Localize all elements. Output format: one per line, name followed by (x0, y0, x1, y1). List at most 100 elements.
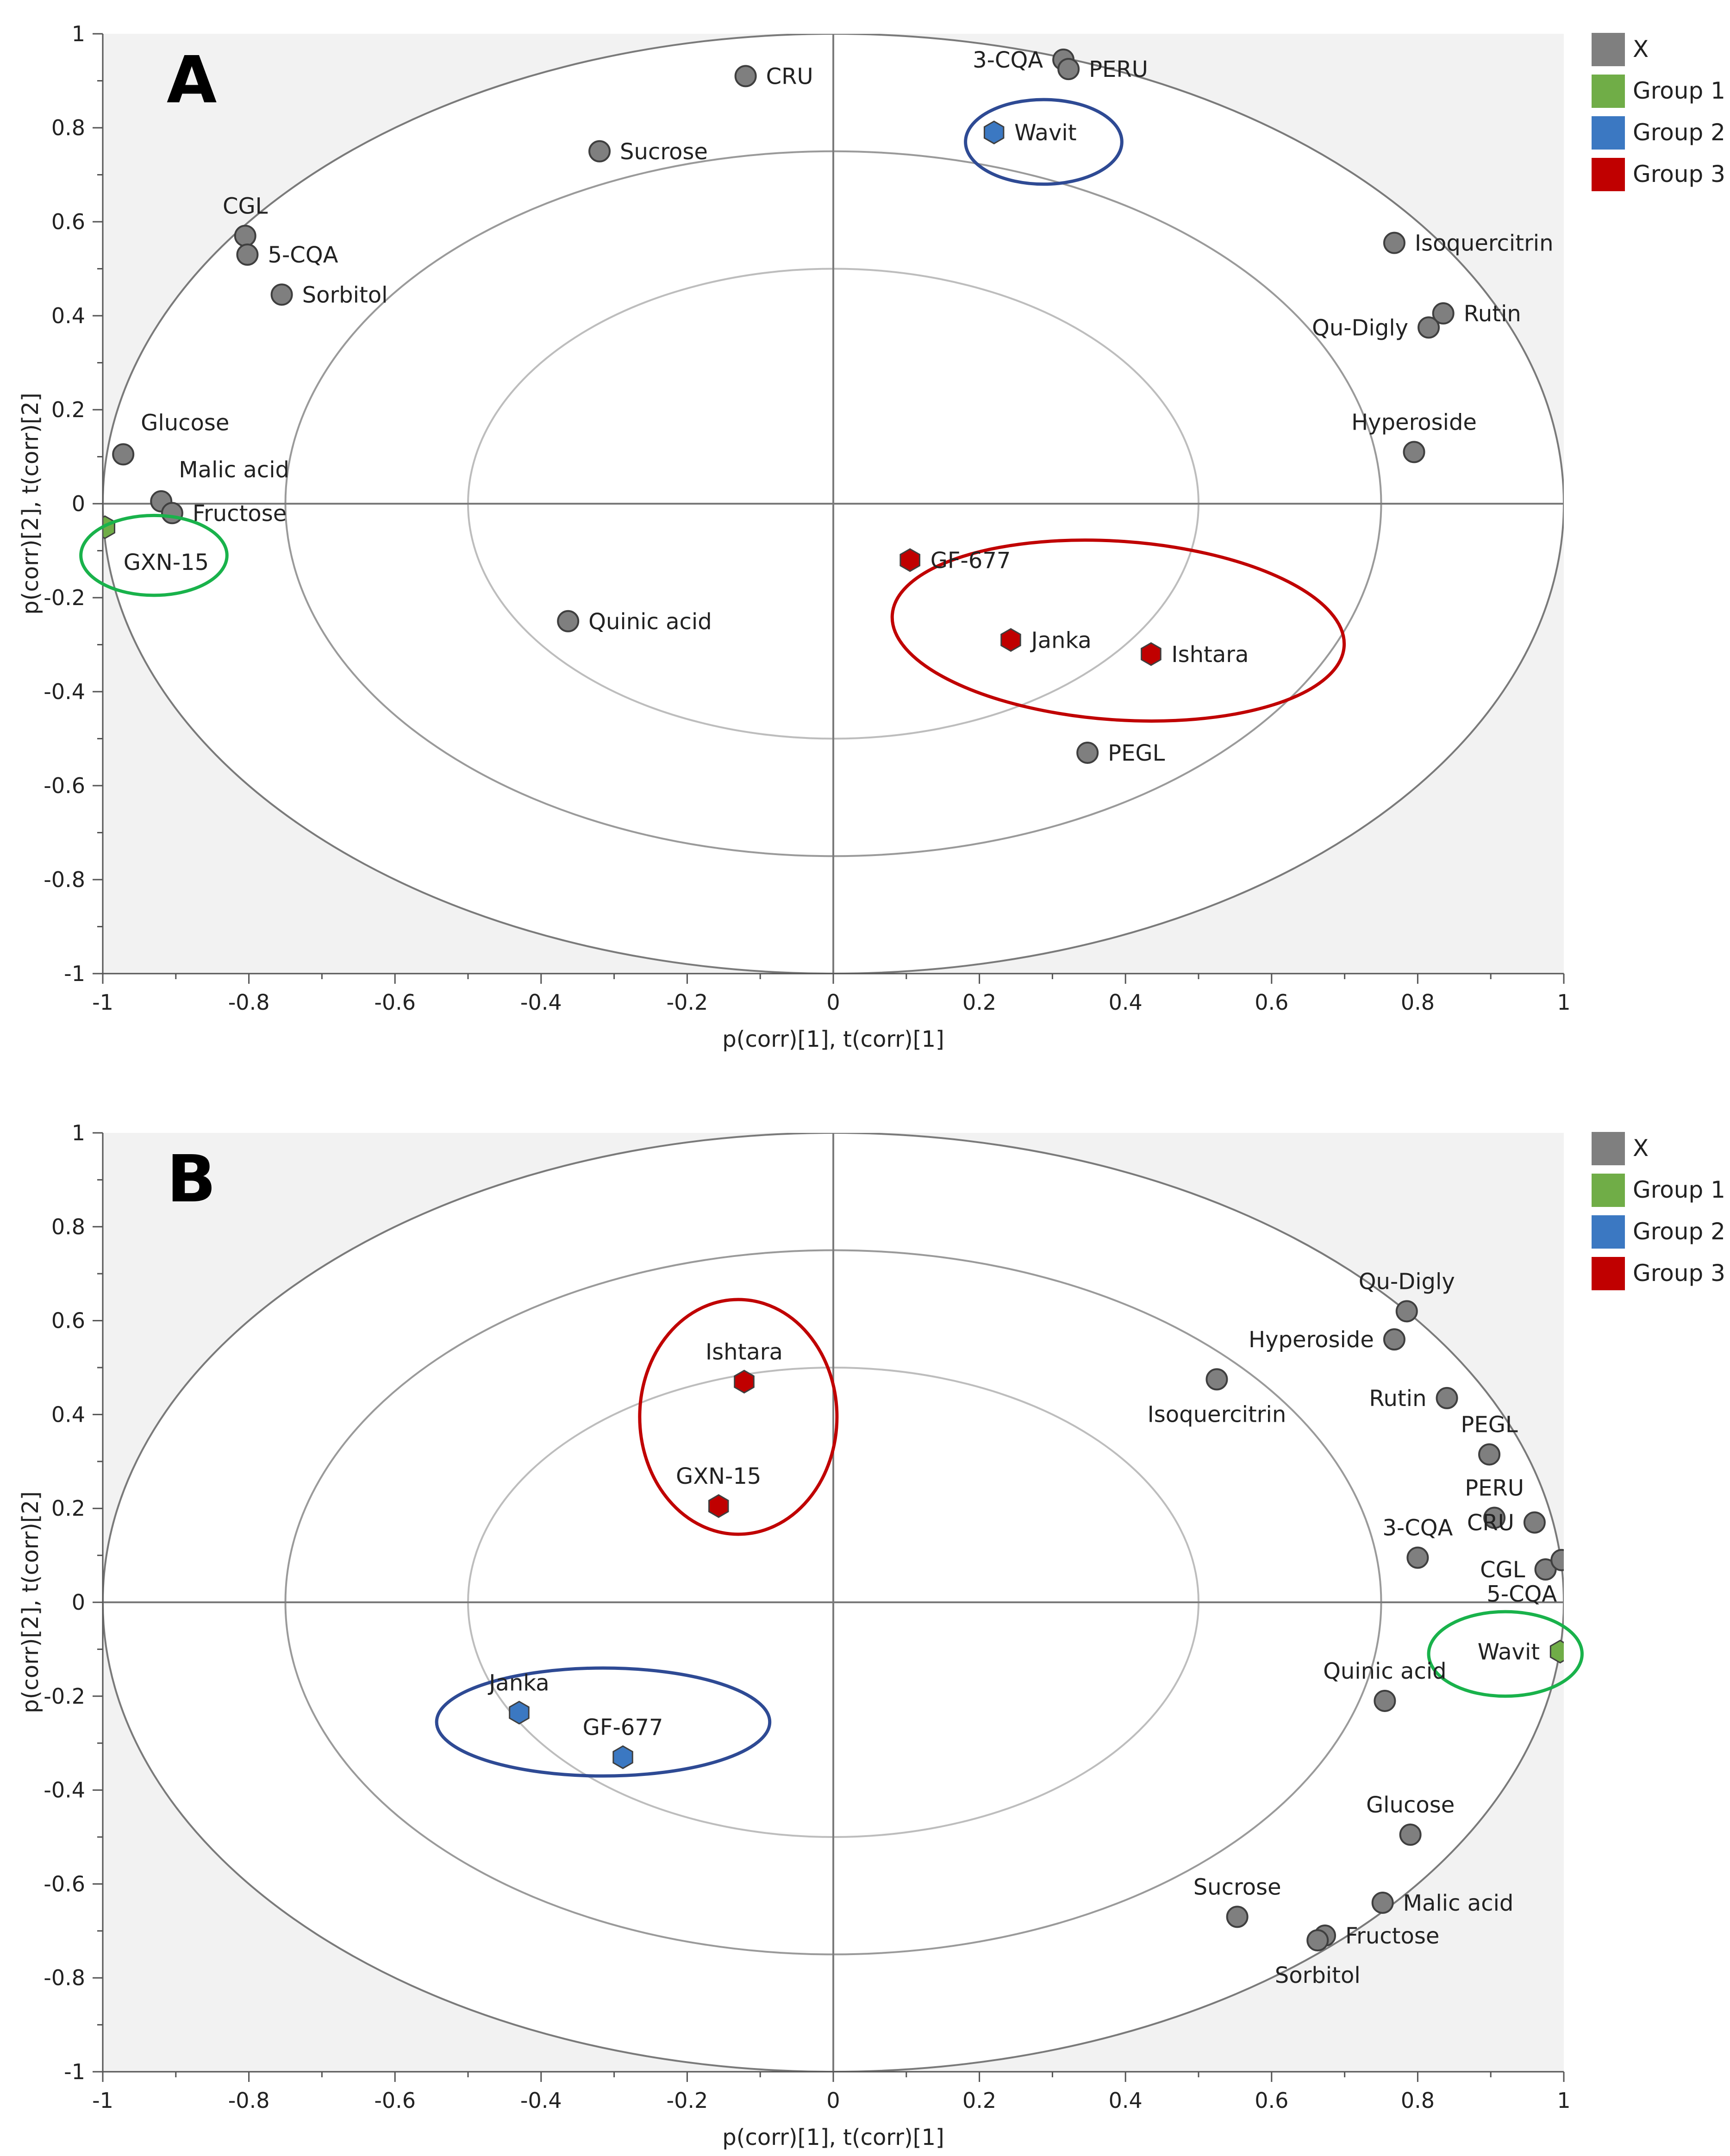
plot-panel-a: -1 -0.8 -0.6 -0.4 -0.2 0 0.2 0.4 0.6 0.8 1 1 0.8 0.6 0… (18, 21, 1725, 1052)
y-tick-label: 0.2 (51, 397, 85, 422)
point-isoquercitrin (1205, 1368, 1228, 1391)
legend-label: Group 3 (1633, 1260, 1725, 1287)
point-label-rutin: Rutin (1464, 301, 1521, 327)
point-cgl (234, 225, 256, 247)
legend-label: X (1633, 36, 1649, 62)
point-gf-677 (612, 1745, 633, 1769)
legend: X Group 1 Group 2 Group 3 (1592, 33, 1725, 191)
point-wavit (983, 120, 1005, 144)
point-label-wavit: Wavit (1014, 120, 1076, 146)
y-tick-label: 0.2 (51, 1496, 85, 1521)
point-label-cru: CRU (766, 63, 813, 89)
x-tick-label: -1 (92, 990, 113, 1015)
point-label-rutin: Rutin (1369, 1386, 1426, 1412)
point-label-cru: CRU (1467, 1510, 1514, 1536)
point-ishtara (734, 1369, 755, 1394)
y-axis-title: p(corr)[2], t(corr)[2] (18, 393, 44, 614)
y-tick-label: -0.6 (44, 1871, 85, 1896)
point-label-gf-677: GF-677 (931, 548, 1011, 574)
point-label-janka: Janka (1030, 627, 1091, 653)
y-tick-label: 0.6 (51, 1308, 85, 1333)
point-label-hyperoside: Hyperoside (1249, 1327, 1374, 1353)
point-rutin (1432, 302, 1455, 325)
point-label-glucose: Glucose (141, 410, 229, 436)
y-tick-label: 0.6 (51, 209, 85, 234)
y-tick-label: -0.8 (44, 867, 85, 892)
point-label-sorbitol: Sorbitol (1275, 1962, 1361, 1988)
point-malic-acid (1371, 1891, 1394, 1914)
y-tick-label: 0.4 (51, 1402, 85, 1427)
x-tick-label: 0.8 (1401, 990, 1435, 1015)
point-label-quinic-acid: Quinic acid (588, 609, 712, 635)
y-tick-label: -1 (64, 2059, 85, 2084)
legend: X Group 1 Group 2 Group 3 (1592, 1132, 1725, 1290)
point-sucrose (588, 140, 611, 162)
legend-swatch-x (1592, 33, 1625, 66)
legend-swatch-group-2 (1592, 116, 1625, 150)
point-label-cgl: CGL (1480, 1557, 1525, 1583)
legend-label: Group 1 (1633, 1176, 1725, 1203)
y-tick-label: -0.8 (44, 1965, 85, 1990)
point-rutin (1436, 1387, 1458, 1409)
point-hyperoside (1383, 1328, 1405, 1351)
point-label-pegl: PEGL (1461, 1412, 1518, 1438)
plot-clip-group (103, 1133, 1564, 2072)
y-axis-title: p(corr)[2], t(corr)[2] (18, 1491, 44, 1713)
legend-swatch-group-1 (1592, 1174, 1625, 1207)
x-tick-label: 1 (1557, 2088, 1570, 2113)
point-gf-677 (899, 548, 920, 572)
legend-swatch-group-2 (1592, 1215, 1625, 1249)
point-cru (1523, 1511, 1546, 1534)
point-pegl (1076, 741, 1099, 764)
point-label-fructose: Fructose (1345, 1923, 1439, 1949)
y-tick-label: -0.2 (44, 585, 85, 610)
point-sorbitol (1306, 1929, 1329, 1952)
point-label-sucrose: Sucrose (620, 139, 708, 165)
point-hyperoside (1403, 441, 1425, 463)
legend-label: Group 2 (1633, 1218, 1725, 1245)
plot-clip-group (103, 34, 1564, 974)
point-ishtara (1141, 642, 1162, 666)
legend-swatch-x (1592, 1132, 1625, 1165)
group-ring-group-1 (1427, 1610, 1584, 1698)
point-qu-digly (1418, 316, 1440, 339)
point-pegl (1478, 1443, 1501, 1466)
point-label-ishtara: Ishtara (1171, 642, 1249, 668)
x-tick-label: 0 (826, 990, 840, 1015)
panel-label: A (167, 43, 217, 118)
point-labels: Qu-Digly Hyperoside Isoquercitrin Rutin PEGL… (487, 1269, 1557, 1988)
point-label-glucose: Glucose (1366, 1792, 1455, 1818)
x-tick-label: 1 (1557, 990, 1570, 1015)
x-axis-title: p(corr)[1], t(corr)[1] (722, 1026, 944, 1052)
point-label-peru: PERU (1089, 56, 1148, 82)
point-label-5-cqa: 5-CQA (1486, 1581, 1557, 1607)
point-gxn-15 (708, 1494, 729, 1518)
point-glucose (1399, 1823, 1422, 1846)
y-tick-label: -0.2 (44, 1684, 85, 1709)
point-cru (734, 65, 757, 87)
point-peru (1057, 58, 1080, 81)
legend-swatch-group-3 (1592, 158, 1625, 191)
point-fructose (161, 502, 183, 525)
x-tick-label: -0.8 (228, 990, 270, 1015)
y-tick-label: 1 (72, 21, 85, 46)
legend-swatch-group-1 (1592, 75, 1625, 108)
point-label-malic-acid: Malic acid (179, 457, 289, 483)
point-quinic-acid (1374, 1689, 1396, 1712)
point-label-malic-acid: Malic acid (1403, 1890, 1514, 1916)
point-label-isoquercitrin: Isoquercitrin (1148, 1401, 1287, 1427)
data-points (103, 48, 1455, 764)
x-tick-label: -0.2 (667, 2088, 708, 2113)
point-peru (1483, 1506, 1506, 1529)
group-ring-group-3 (638, 1298, 839, 1536)
point-label-ishtara: Ishtara (706, 1339, 783, 1365)
point-label-sorbitol: Sorbitol (302, 282, 388, 308)
point-label-gxn-15: GXN-15 (124, 550, 209, 575)
y-tick-label: -0.6 (44, 773, 85, 798)
group-ring-group-3 (890, 538, 1346, 723)
legend-swatch-group-3 (1592, 1257, 1625, 1290)
point-wavit (1549, 1639, 1564, 1664)
point-label-wavit: Wavit (1478, 1639, 1540, 1665)
point-label-3-cqa: 3-CQA (1382, 1515, 1453, 1541)
